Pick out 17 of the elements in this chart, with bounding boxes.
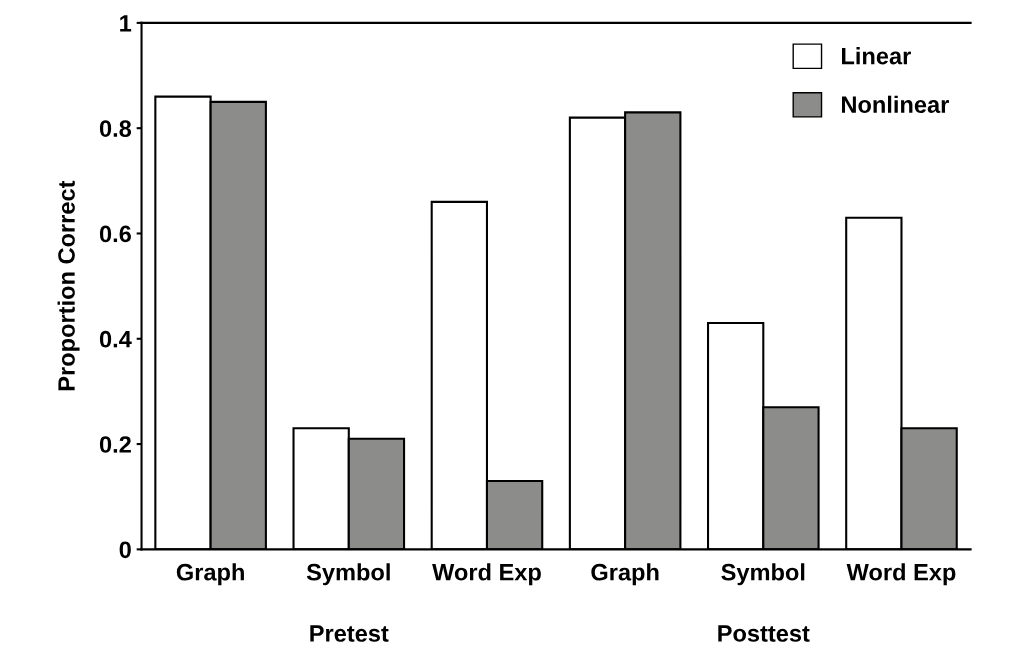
x-tick-label: Word Exp: [846, 563, 956, 586]
x-tick-label: Word Exp: [432, 563, 541, 586]
y-tick-label: 0.6: [99, 225, 131, 243]
x-tick-label: Symbol: [306, 563, 390, 586]
text: Posttest: [718, 625, 810, 642]
y-tick-label: 1: [120, 15, 132, 32]
y-tick-label: 0: [119, 541, 131, 559]
text: Pretest: [310, 625, 389, 642]
y-tick-label: 0.8: [99, 120, 132, 137]
legend-label: Nonlinear: [842, 95, 949, 114]
x-tick-label: Graph: [591, 563, 659, 586]
y-tick-label: 0.4: [99, 330, 132, 348]
legend-label: Linear: [842, 47, 911, 65]
x-tick-label: Graph: [176, 563, 244, 586]
y-tick-label: 0.2: [99, 436, 131, 453]
x-tick-label: Symbol: [721, 563, 805, 586]
y-axis-title: Proportion Correct: [57, 180, 80, 391]
